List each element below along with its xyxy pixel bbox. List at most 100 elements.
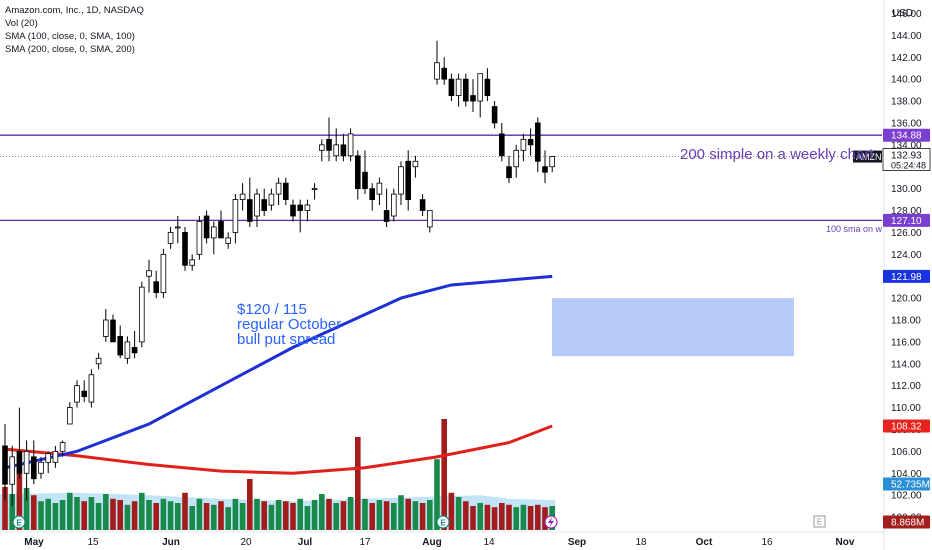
volume-tag: 8.868M [883, 515, 930, 529]
last-price-text: 132.93 [891, 151, 922, 162]
candle-body [131, 346, 138, 354]
time-axis[interactable]: May 15 Jun 20 Jul 17 Aug 14 Sep 18 Oct 16 Nov [0, 531, 884, 548]
volume-bar [182, 492, 188, 530]
lower-level-tag-bg [883, 213, 930, 227]
candle-body [520, 138, 527, 151]
volume-bar [427, 500, 433, 530]
volume-bar [45, 498, 51, 530]
volume-bar [333, 503, 339, 530]
candle-body [95, 357, 102, 365]
volume-bar [369, 503, 375, 530]
spread-note[interactable]: $120 / 115 regular October bull put spre… [237, 302, 341, 347]
earnings-icon [12, 515, 26, 529]
volume-bar [412, 501, 419, 530]
price-tick-label: 130.00 [891, 184, 922, 195]
volume-bar [311, 500, 318, 530]
time-tick-label: Oct [696, 537, 713, 548]
sma100-tag-bg [883, 269, 930, 283]
price-tag-layer: 134.88 127.10 121.98 108.32 52.735M 8.868M 132… [853, 128, 931, 529]
volume-bar [362, 498, 368, 530]
candle-body [196, 221, 203, 255]
candle-body [124, 341, 131, 359]
candle-body [398, 166, 404, 195]
candle-body [232, 199, 239, 233]
volume-bar [319, 494, 325, 530]
price-tick-label: 144.00 [891, 31, 922, 42]
candle-body [203, 215, 210, 239]
candle-body [45, 453, 51, 463]
price-tick-label: 140.00 [891, 75, 922, 86]
price-tick-label: 134.00 [891, 140, 922, 151]
volume-bar [175, 503, 181, 530]
symbol-title[interactable]: Amazon.com, Inc., 1D, NASDAQ [5, 5, 144, 16]
candle-body [426, 210, 433, 228]
price-tick-label: 136.00 [891, 118, 922, 129]
future-earnings-marker: E [813, 515, 826, 528]
sma200-tag-text: 108.32 [891, 421, 922, 432]
earnings-letter: E [16, 519, 22, 528]
volume-bar [441, 419, 447, 530]
vol-indicator-label[interactable]: Vol (20) [5, 18, 38, 29]
volume-bar [110, 498, 116, 530]
volume-bar [520, 504, 527, 530]
symbol-tag-text: AMZN [856, 152, 882, 162]
candle-body [513, 149, 519, 168]
volume-bar [9, 494, 15, 530]
volume-bar [484, 504, 491, 530]
volume-bar [283, 501, 289, 530]
volume-bar [542, 507, 548, 530]
candle-body [405, 160, 411, 200]
time-tick-label: Sep [568, 537, 586, 548]
volume-bar [211, 504, 217, 530]
hline-layer[interactable] [0, 134, 882, 222]
volume-bar [455, 497, 462, 530]
price-tick-label: 142.00 [891, 53, 922, 64]
weekly-100-note[interactable]: 100 sma on w [826, 224, 883, 234]
time-tick-label: 15 [87, 537, 99, 548]
earnings-marker-aug: E [436, 515, 450, 529]
volume-bar [16, 473, 23, 530]
earnings-letter: E [440, 519, 446, 528]
candle-body [369, 188, 375, 200]
volume-bar [239, 503, 246, 530]
volume-bar [31, 495, 37, 530]
volume-bar [527, 506, 534, 530]
sma200-indicator-label[interactable]: SMA (200, close, 0, SMA, 200) [5, 44, 135, 55]
price-tick-label: 104.00 [891, 469, 922, 480]
volume-bar [124, 504, 131, 530]
sma100-tag-text: 121.98 [891, 272, 922, 283]
volume-bar [383, 501, 390, 530]
volume-bar [88, 497, 95, 530]
volume-bar [38, 501, 44, 530]
volume-bar [67, 492, 73, 530]
time-tick-label: 18 [635, 537, 647, 548]
volume-bar [463, 501, 469, 530]
price-tick-label: 112.00 [891, 381, 921, 392]
candle-body [333, 144, 339, 157]
candle-body [549, 156, 555, 168]
price-tick-label: 110.00 [891, 403, 921, 414]
volume-bar [304, 506, 311, 530]
candle-body [441, 67, 447, 80]
spread-note-line3: bull put spread [237, 331, 336, 348]
upper-level-tag-bg [883, 128, 930, 142]
candle-body [412, 160, 419, 168]
candle-body [455, 78, 462, 96]
candle-body [311, 188, 318, 191]
candle-body [38, 461, 44, 474]
sma100-indicator-label[interactable]: SMA (100, close, 0, SMA, 100) [5, 31, 135, 42]
volume-bar [225, 507, 231, 530]
time-tick-label: May [24, 537, 44, 548]
candle-body [246, 199, 253, 222]
volume-bar [499, 503, 505, 530]
candle-body [2, 445, 8, 485]
volume-bar [218, 501, 224, 530]
volume-bar [326, 498, 332, 530]
volume-bar [203, 503, 210, 530]
chart-legend: Amazon.com, Inc., 1D, NASDAQ Vol (20) SM… [5, 4, 144, 56]
spread-zone-rect [552, 298, 794, 357]
weekly-200-note[interactable]: 200 simple on a weekly chart [680, 146, 874, 163]
